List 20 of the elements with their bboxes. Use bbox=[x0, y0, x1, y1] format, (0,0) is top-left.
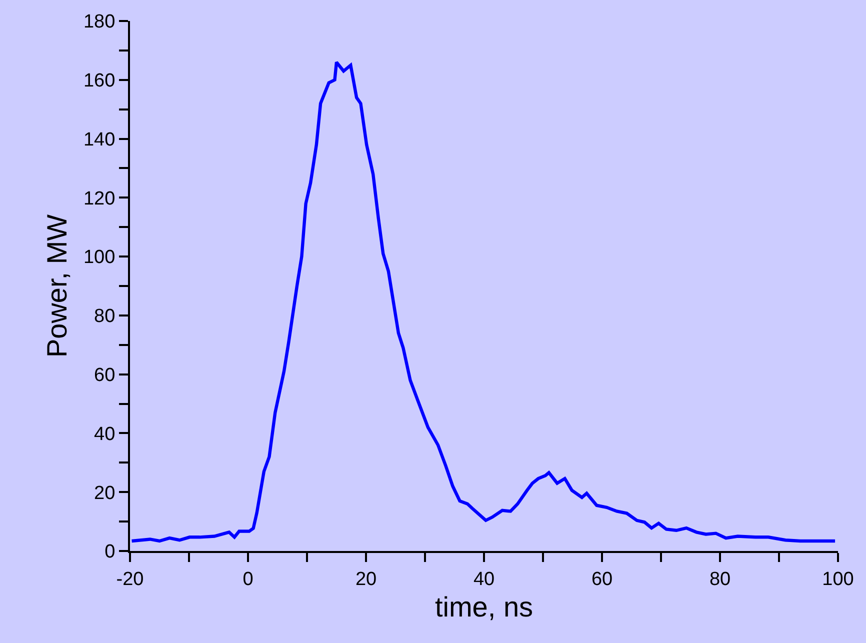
y-tick-label: 100 bbox=[83, 247, 116, 268]
y-tick-label: 60 bbox=[94, 364, 116, 386]
line-series bbox=[130, 60, 837, 543]
y-tick-label: 40 bbox=[94, 424, 116, 445]
x-tick-label: 60 bbox=[591, 568, 613, 590]
y-tick-label: 20 bbox=[94, 482, 116, 504]
x-tick-label: -20 bbox=[116, 568, 144, 590]
x-tick-label: 40 bbox=[473, 568, 495, 590]
y-tick-label: 0 bbox=[104, 542, 116, 563]
y-tick-label: 120 bbox=[83, 188, 116, 210]
y-tick-label: 180 bbox=[83, 12, 116, 33]
x-tick-label: 80 bbox=[709, 568, 731, 590]
y-axis-title: Power, MW bbox=[42, 214, 73, 358]
x-tick-label: 0 bbox=[242, 568, 254, 590]
x-tick-label: 100 bbox=[822, 568, 854, 590]
y-tick-label: 140 bbox=[83, 129, 116, 150]
y-tick-label: 80 bbox=[94, 306, 116, 328]
x-tick-label: 20 bbox=[355, 568, 377, 590]
y-tick-label: 160 bbox=[83, 70, 116, 92]
x-axis-title: time, ns bbox=[434, 591, 534, 622]
